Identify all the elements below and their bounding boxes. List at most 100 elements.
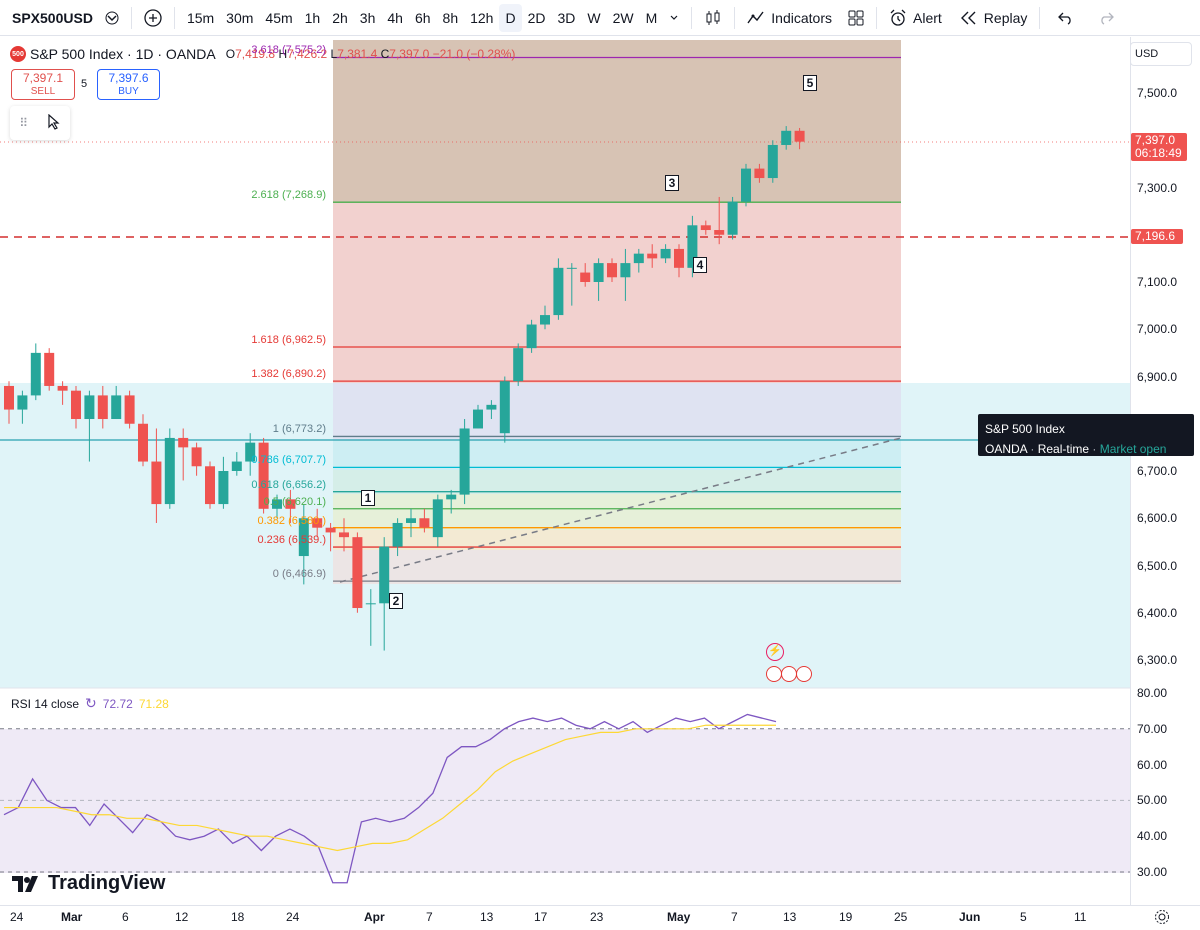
redo-icon[interactable] bbox=[1092, 4, 1120, 32]
timeframe-4h[interactable]: 4h bbox=[387, 9, 403, 26]
wave-label-3[interactable]: 3 bbox=[665, 175, 679, 191]
chevron-down-icon[interactable] bbox=[663, 4, 685, 32]
timeframe-2h[interactable]: 2h bbox=[332, 9, 348, 26]
add-symbol-icon[interactable] bbox=[138, 4, 168, 32]
timeframe-W[interactable]: W bbox=[587, 9, 601, 26]
candle-body bbox=[473, 409, 483, 429]
candle-body bbox=[432, 499, 443, 538]
timeframe-15m[interactable]: 15m bbox=[186, 9, 215, 26]
fib-level-label: 0.618 (6,656.2) bbox=[251, 478, 326, 491]
alert-button[interactable]: Alert bbox=[883, 4, 948, 32]
candle-body bbox=[607, 263, 617, 278]
timeframe-2W[interactable]: 2W bbox=[612, 9, 634, 26]
fib-zone-green bbox=[333, 494, 901, 530]
rsi-tick-label: 80.00 bbox=[1137, 686, 1168, 700]
symbol-search-button[interactable]: SPX500USD bbox=[12, 9, 93, 26]
candle-body bbox=[754, 168, 765, 179]
candle-body bbox=[566, 267, 577, 269]
timeframe-D[interactable]: D bbox=[499, 3, 522, 32]
replay-button[interactable]: Replay bbox=[954, 4, 1034, 32]
rsi-line bbox=[3, 713, 777, 884]
fib-level-label: 1 (6,773.2) bbox=[272, 423, 326, 436]
earnings-flash-icon[interactable]: ⚡ bbox=[766, 643, 784, 661]
trend-line bbox=[339, 437, 902, 583]
us-flag-icon[interactable] bbox=[796, 666, 812, 682]
timeframe-2D[interactable]: 2D bbox=[527, 9, 546, 26]
toolbar-divider bbox=[130, 6, 132, 29]
cursor-icon[interactable] bbox=[47, 113, 61, 133]
timeframe-M[interactable]: M bbox=[645, 9, 658, 26]
candle-body bbox=[17, 395, 28, 410]
candle-body bbox=[392, 522, 403, 547]
buy-price: 7,397.6 bbox=[108, 71, 149, 85]
sell-button[interactable]: 7,397.1 SELL bbox=[11, 69, 75, 100]
candle-body bbox=[406, 518, 416, 523]
price-tick-label: 6,700.0 bbox=[1137, 464, 1178, 478]
time-axis[interactable]: 24 Mar 6 12 18 24 Apr 7 13 17 23 May 7 13 19 25 Jun 5 11 bbox=[0, 905, 1200, 929]
fib-zone-top bbox=[333, 40, 901, 203]
price-tick-label: 6,300.0 bbox=[1137, 653, 1178, 667]
tradingview-logo[interactable]: TradingView bbox=[12, 872, 165, 895]
compare-icon[interactable] bbox=[99, 4, 125, 32]
timeframe-3h[interactable]: 3h bbox=[359, 9, 376, 26]
timeframe-12h[interactable]: 12h bbox=[470, 9, 494, 26]
layouts-icon[interactable] bbox=[842, 4, 870, 32]
drag-handle-icon[interactable]: ⠿ bbox=[19, 116, 29, 130]
price-tick-label: 7,000.0 bbox=[1137, 322, 1178, 337]
alarm-clock-icon bbox=[890, 9, 906, 26]
toolbar-divider bbox=[734, 6, 736, 29]
wave-label-2[interactable]: 2 bbox=[389, 593, 403, 609]
us-flag-icon[interactable] bbox=[781, 666, 797, 682]
timeframe-8h[interactable]: 8h bbox=[442, 9, 459, 26]
candle-body bbox=[71, 390, 81, 420]
fib-level-label: 1.618 (6,962.5) bbox=[251, 333, 326, 346]
sell-label: SELL bbox=[30, 86, 56, 97]
legend-title[interactable]: S&P 500 Index · 1D · OANDA bbox=[30, 46, 216, 62]
candle-body bbox=[218, 471, 229, 505]
candle-body bbox=[593, 263, 604, 282]
price-chart[interactable] bbox=[0, 37, 1200, 929]
rsi-tick-label: 60.00 bbox=[1137, 757, 1168, 772]
candle-body bbox=[57, 385, 68, 391]
us-flag-icon[interactable] bbox=[766, 666, 782, 682]
timeframe-30m[interactable]: 30m bbox=[226, 9, 254, 26]
rsi-title[interactable]: RSI 14 close bbox=[11, 696, 80, 711]
time-tick-label: 12 bbox=[175, 910, 189, 924]
fib-level-label: 0.5 (6,620.1) bbox=[263, 495, 326, 508]
candle-style-icon[interactable] bbox=[698, 4, 728, 32]
time-tick-label: 11 bbox=[1074, 910, 1087, 924]
timeframe-group: 15m 30m 45m 1h 2h 3h 4h 6h 8h 12h D 2D 3D W 2W M bbox=[181, 3, 663, 32]
timeframe-45m[interactable]: 45m bbox=[265, 9, 293, 26]
candle-body bbox=[419, 518, 430, 528]
candle-body bbox=[513, 348, 524, 382]
candle-body bbox=[727, 201, 738, 235]
timeframe-3D[interactable]: 3D bbox=[557, 9, 576, 26]
indicators-button[interactable]: Indicators bbox=[741, 4, 838, 32]
candle-body bbox=[298, 518, 309, 557]
fib-zone-bottom bbox=[333, 550, 901, 584]
current-price-tag: 7,397.0 06:18:49 bbox=[1131, 133, 1187, 161]
fib-zone-cyan bbox=[333, 440, 901, 470]
close-value: 7,397.0 bbox=[389, 47, 430, 61]
fib-level-label: 0 (6,466.9) bbox=[272, 568, 326, 581]
wave-label-5[interactable]: 5 bbox=[803, 75, 817, 91]
undo-icon[interactable] bbox=[1052, 4, 1080, 32]
high-value: 7,426.2 bbox=[287, 47, 328, 61]
time-tick-label: 13 bbox=[480, 910, 494, 924]
high-label: H bbox=[278, 47, 288, 61]
currency-selector[interactable]: USD bbox=[1130, 42, 1192, 66]
price-tick-label: 6,500.0 bbox=[1137, 558, 1178, 573]
settings-gear-icon[interactable] bbox=[1154, 909, 1170, 930]
toolbar-divider bbox=[876, 6, 877, 29]
timeframe-6h[interactable]: 6h bbox=[414, 9, 431, 26]
price-scale[interactable] bbox=[1130, 37, 1200, 905]
candle-body bbox=[647, 253, 658, 259]
wave-label-4[interactable]: 4 bbox=[693, 257, 707, 273]
rsi-tick-label: 30.00 bbox=[1137, 865, 1168, 879]
timeframe-1h[interactable]: 1h bbox=[304, 9, 321, 26]
spx-logo-icon: 500 bbox=[10, 46, 26, 62]
wave-label-1[interactable]: 1 bbox=[361, 490, 375, 506]
price-tick-label: 6,900.0 bbox=[1137, 369, 1178, 384]
tradingview-logo-icon bbox=[12, 875, 38, 892]
buy-button[interactable]: 7,397.6 BUY bbox=[97, 69, 160, 100]
